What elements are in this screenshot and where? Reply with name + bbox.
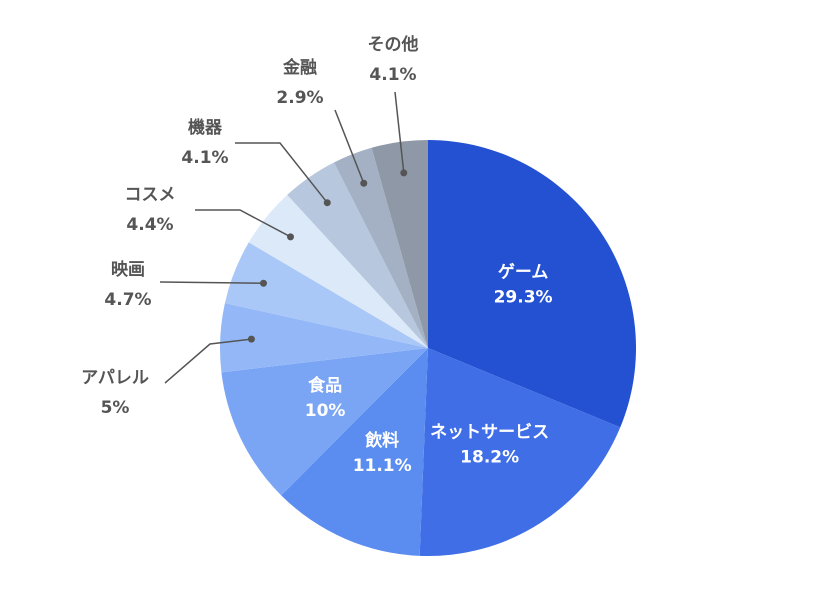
pie-slice bbox=[220, 303, 428, 373]
pie-slice bbox=[419, 348, 621, 556]
leader-dot bbox=[323, 199, 331, 207]
leader-dot bbox=[287, 233, 295, 241]
slice-label: ネットサービス bbox=[430, 422, 549, 442]
leader-dot bbox=[400, 169, 408, 177]
value-label: 4.4% bbox=[126, 215, 173, 235]
value-label: 4.1% bbox=[181, 148, 228, 168]
slice-label: アパレル bbox=[81, 368, 149, 388]
slice-label: その他 bbox=[368, 34, 419, 55]
value-label: 4.1% bbox=[369, 65, 416, 85]
value-label: 10% bbox=[305, 401, 346, 421]
value-label: 18.2% bbox=[460, 447, 519, 467]
pie-slice bbox=[248, 194, 428, 348]
leader-dot bbox=[259, 279, 267, 287]
value-label: 11.1% bbox=[353, 456, 412, 476]
slice-label: 食品 bbox=[308, 375, 342, 396]
value-label: 5% bbox=[101, 398, 130, 418]
leader-line bbox=[164, 338, 252, 384]
slice-label: 映画 bbox=[111, 259, 145, 280]
slice-label: 金融 bbox=[282, 57, 317, 78]
pie-slice bbox=[428, 140, 636, 428]
value-label: 29.3% bbox=[494, 287, 553, 307]
slice-label: 機器 bbox=[188, 117, 223, 138]
leader-line bbox=[195, 209, 291, 238]
slice-label: コスメ bbox=[125, 185, 176, 205]
leader-dot bbox=[360, 179, 368, 187]
slice-label: ゲーム bbox=[498, 261, 549, 282]
pie-slice bbox=[224, 242, 428, 348]
leader-dot bbox=[247, 335, 255, 343]
pie-slice bbox=[287, 162, 428, 348]
leader-line bbox=[334, 109, 365, 184]
pie-slice bbox=[371, 140, 428, 348]
slice-label: 飲料 bbox=[364, 430, 399, 451]
leader-line bbox=[394, 91, 405, 173]
value-label: 4.7% bbox=[104, 290, 151, 310]
pie-slice bbox=[221, 348, 428, 496]
pie-slice bbox=[334, 147, 428, 348]
leader-line bbox=[235, 142, 328, 204]
value-label: 2.9% bbox=[276, 88, 323, 108]
leader-line bbox=[159, 281, 264, 284]
pie-slice bbox=[281, 348, 428, 556]
